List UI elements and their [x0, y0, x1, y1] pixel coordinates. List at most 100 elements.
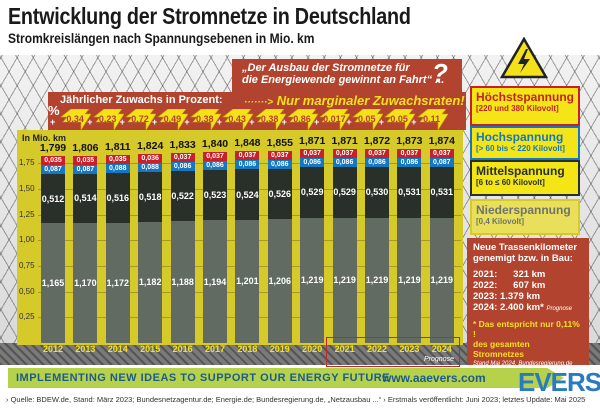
bar-segment-höchstspannung-2023: 0,037 [397, 148, 422, 158]
growth-percent-label: 0,05 [358, 114, 376, 124]
quote-text: „Der Ausbau der Stromnetze für die Energ… [242, 62, 444, 86]
y-tick-label: 0,25 [19, 312, 35, 322]
source-footer: › Quelle: BDEW.de, Stand: März 2023; Bun… [6, 395, 586, 404]
x-tick-label: 2023 [399, 344, 420, 354]
segment-value-label: 0,035 [76, 156, 95, 164]
info-heading-2: genemigt bzw. in Bau: [473, 253, 573, 264]
segment-value-label: 0,037 [433, 149, 451, 157]
segment-value-label: 0,512 [41, 193, 65, 204]
segment-value-label: 0,086 [206, 162, 224, 170]
segment-value-label: 1,206 [268, 276, 292, 287]
bar-segment-mittelspannung-2012: 0,512 [41, 174, 65, 224]
y-tick-label: 1,25 [19, 209, 35, 219]
bar-segment-niederspannung-2019: 1,206 [267, 219, 292, 343]
y-tick-label: 1,50 [19, 184, 35, 194]
bar-total-label: 1,855 [266, 136, 293, 149]
segment-value-label: 0,037 [303, 149, 321, 157]
bar-segment-höchstspannung-2012: 0,035 [41, 156, 65, 166]
bar-segment-niederspannung-2012: 1,165 [41, 223, 65, 343]
info-heading-1: Neue Trassenkilometer [473, 242, 578, 253]
quote-line-2: die Energiewende gewinnt an Fahrt“ ... [242, 74, 445, 86]
lightning-bolt-icon [189, 109, 221, 130]
segment-value-label: 1,182 [138, 277, 162, 288]
marginal-growth-text: ·······> Nur marginaler Zuwachsraten! [244, 93, 465, 108]
y-tick-label: 1,00 [19, 235, 35, 245]
plus-sign: + [281, 117, 287, 127]
lightning-bolt-icon [60, 109, 92, 130]
bar-total-label: 1,799 [39, 142, 67, 155]
bar-segment-mittelspannung-2019: 0,526 [267, 168, 292, 220]
bar-segment-mittelspannung-2024: 0,531 [429, 166, 454, 218]
segment-value-label: 0,518 [138, 191, 162, 202]
bar-segment-niederspannung-2017: 1,194 [203, 220, 227, 343]
x-tick-label: 2019 [269, 344, 290, 354]
info-note-line-2: des gesamten Stromnetzes [473, 339, 530, 359]
segment-value-label: 0,086 [400, 158, 419, 166]
bar-segment-niederspannung-2023: 1,219 [397, 217, 422, 343]
segment-value-label: 0,035 [109, 156, 127, 164]
bar-segment-mittelspannung-2018: 0,524 [235, 169, 260, 220]
bar-segment-niederspannung-2013: 1,170 [73, 222, 98, 343]
bar-segment-höchstspannung-2014: 0,035 [105, 155, 130, 165]
bar-segment-höchstspannung-2021: 0,037 [332, 148, 357, 158]
slogan-text: IMPLEMENTING NEW IDEAS TO SUPPORT OUR EN… [16, 372, 391, 384]
bar-segment-mittelspannung-2020: 0,529 [300, 166, 325, 218]
segment-value-label: 0,086 [173, 162, 192, 170]
legend-item-niederspannung: Niederspannung [0,4 Kilovolt] [470, 199, 580, 235]
bar-total-label: 1,873 [396, 134, 423, 147]
bar-segment-höchstspannung-2024: 0,037 [429, 148, 454, 158]
bar-segment-hochspannung-2023: 0,086 [397, 157, 422, 167]
growth-percent-label: 0,86 [293, 114, 311, 124]
y-tick-label: 1,75 [19, 158, 35, 168]
bar-segment-höchstspannung-2022: 0,037 [365, 148, 389, 158]
growth-percent-label: 0,11 [423, 114, 441, 124]
legend-range: [0,4 Kilovolt] [476, 217, 525, 226]
bar-segment-höchstspannung-2013: 0,035 [73, 155, 98, 165]
info-source: Stand Mai 2024, Bundesregierung.de [473, 361, 573, 367]
x-tick-label: 2018 [237, 344, 258, 354]
bar-segment-hochspannung-2015: 0,088 [138, 162, 163, 172]
lightning-bolt-icon [92, 109, 124, 130]
segment-value-label: 0,086 [368, 158, 386, 166]
bar-segment-hochspannung-2020: 0,086 [300, 157, 325, 167]
segment-value-label: 0,531 [430, 187, 454, 198]
segment-value-label: 0,037 [238, 152, 257, 160]
plus-sign: + [216, 117, 223, 127]
segment-value-label: 0,037 [368, 149, 386, 157]
high-voltage-warning-icon [500, 37, 548, 79]
bar-segment-mittelspannung-2023: 0,531 [397, 166, 422, 218]
bar-total-label: 1,833 [169, 138, 196, 151]
segment-value-label: 0,087 [44, 166, 62, 174]
x-tick-label: 2017 [204, 344, 226, 354]
segment-value-label: 0,037 [271, 151, 289, 159]
segment-value-label: 0,516 [106, 192, 130, 203]
bar-total-label: 1,848 [234, 137, 261, 150]
segment-value-label: 0,037 [335, 149, 354, 157]
lightning-bolt-icon [287, 109, 318, 130]
info-prognose-note: Prognose [546, 306, 573, 312]
segment-value-label: 0,086 [303, 158, 321, 166]
plus-sign: + [184, 117, 190, 127]
bar-segment-niederspannung-2022: 1,219 [365, 217, 389, 343]
segment-value-label: 0,523 [203, 190, 227, 201]
bar-segment-höchstspannung-2019: 0,037 [267, 150, 292, 160]
plus-sign: + [249, 117, 255, 127]
segment-value-label: 0,035 [44, 157, 62, 165]
bar-total-label: 1,824 [137, 139, 164, 152]
info-row-2024: 2024: 2.400 km* Prognose [473, 302, 583, 315]
website-link[interactable]: www.aaevers.com [382, 371, 486, 385]
segment-value-label: 0,531 [398, 187, 421, 198]
growth-percent-label: 0,38 [260, 114, 279, 124]
segment-value-label: 0,086 [238, 161, 257, 169]
segment-value-label: 0,086 [335, 158, 354, 166]
bar-total-label: 1,811 [104, 141, 131, 154]
lightning-bolt-icon [254, 109, 286, 130]
segment-value-label: 0,529 [300, 187, 324, 198]
legend-name: Mittelspannung [476, 164, 565, 178]
bar-segment-mittelspannung-2013: 0,514 [73, 173, 98, 223]
lightning-bolt-icon [384, 109, 416, 130]
segment-value-label: 0,086 [271, 160, 289, 168]
bar-segment-hochspannung-2018: 0,086 [235, 160, 260, 170]
lightning-bolt-icon [416, 109, 448, 130]
legend-item-mittelspannung: Mittelspannung [6 to ≤ 60 Kilovolt] [470, 160, 580, 196]
